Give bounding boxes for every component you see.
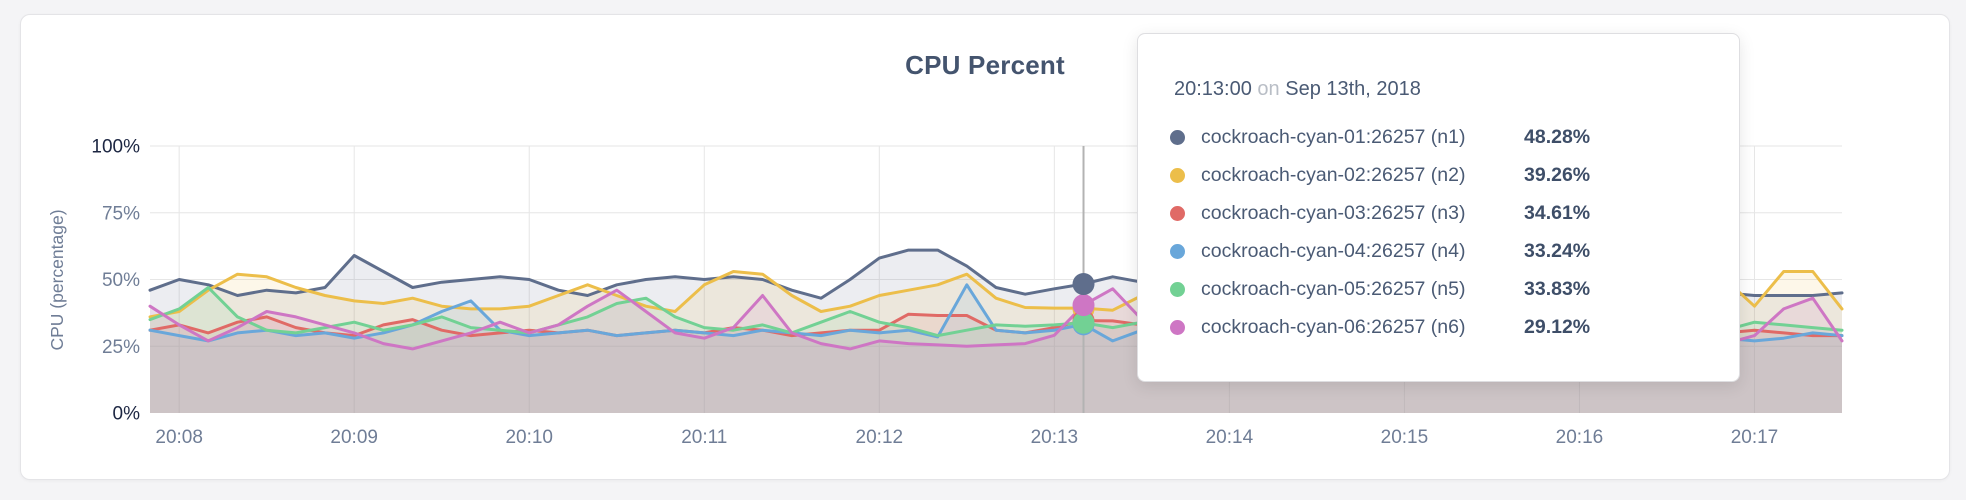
hover-dot [1072,273,1095,296]
hover-tooltip: 20:13:00 on Sep 13th, 2018 cockroach-cya… [1137,33,1740,382]
tooltip-series-label: cockroach-cyan-04:26257 (n4) [1201,239,1466,262]
series-color-dot [1170,129,1185,145]
tooltip-rows: cockroach-cyan-01:26257 (n1) 48.28% cockro… [1170,118,1729,346]
chart-title: CPU Percent [905,50,1065,80]
y-tick-label: 50% [102,270,140,291]
y-axis-title: CPU (percentage) [47,209,67,350]
x-tick-label: 20:12 [856,427,904,448]
series-color-dot [1170,281,1185,297]
series-color-dot [1170,167,1185,183]
tooltip-series-value: 34.61% [1524,201,1591,224]
x-tick-label: 20:08 [155,427,203,448]
tooltip-series-label: cockroach-cyan-02:26257 (n2) [1201,163,1466,186]
tooltip-row: cockroach-cyan-06:26257 (n6) 29.12% [1170,308,1729,346]
x-tick-label: 20:17 [1731,427,1779,448]
tooltip-row: cockroach-cyan-02:26257 (n2) 39.26% [1170,156,1729,194]
tooltip-time: 20:13:00 [1174,78,1252,100]
y-tick-label: 100% [91,137,140,158]
hover-dot [1072,294,1095,317]
hover-dot [1072,311,1095,334]
tooltip-series-value: 29.12% [1524,315,1591,338]
series-color-dot [1170,243,1185,259]
tooltip-series-label: cockroach-cyan-05:26257 (n5) [1201,277,1466,300]
tooltip-row: cockroach-cyan-01:26257 (n1) 48.28% [1170,118,1729,156]
tooltip-series-label: cockroach-cyan-01:26257 (n1) [1201,125,1466,148]
tooltip-series-value: 48.28% [1524,125,1591,148]
x-tick-label: 20:11 [681,427,727,448]
y-tick-label: 75% [102,203,140,224]
y-tick-label: 0% [113,404,141,425]
x-tick-label: 20:14 [1206,427,1254,448]
tooltip-series-value: 39.26% [1524,163,1591,186]
series-color-dot [1170,205,1185,221]
tooltip-date: Sep 13th, 2018 [1285,78,1421,100]
tooltip-conjunction: on [1257,78,1280,100]
x-tick-label: 20:10 [505,427,553,448]
tooltip-series-label: cockroach-cyan-03:26257 (n3) [1201,201,1466,224]
x-tick-label: 20:16 [1556,427,1604,448]
series-color-dot [1170,319,1185,335]
tooltip-series-label: cockroach-cyan-06:26257 (n6) [1201,315,1466,338]
y-tick-label: 25% [102,337,140,358]
tooltip-row: cockroach-cyan-03:26257 (n3) 34.61% [1170,194,1729,232]
tooltip-series-value: 33.24% [1524,239,1591,262]
x-tick-label: 20:09 [330,427,378,448]
tooltip-series-value: 33.83% [1524,277,1591,300]
tooltip-timestamp: 20:13:00 on Sep 13th, 2018 [1174,78,1421,101]
x-tick-label: 20:13 [1031,427,1079,448]
tooltip-row: cockroach-cyan-05:26257 (n5) 33.83% [1170,270,1729,308]
x-tick-label: 20:15 [1381,427,1429,448]
tooltip-row: cockroach-cyan-04:26257 (n4) 33.24% [1170,232,1729,270]
